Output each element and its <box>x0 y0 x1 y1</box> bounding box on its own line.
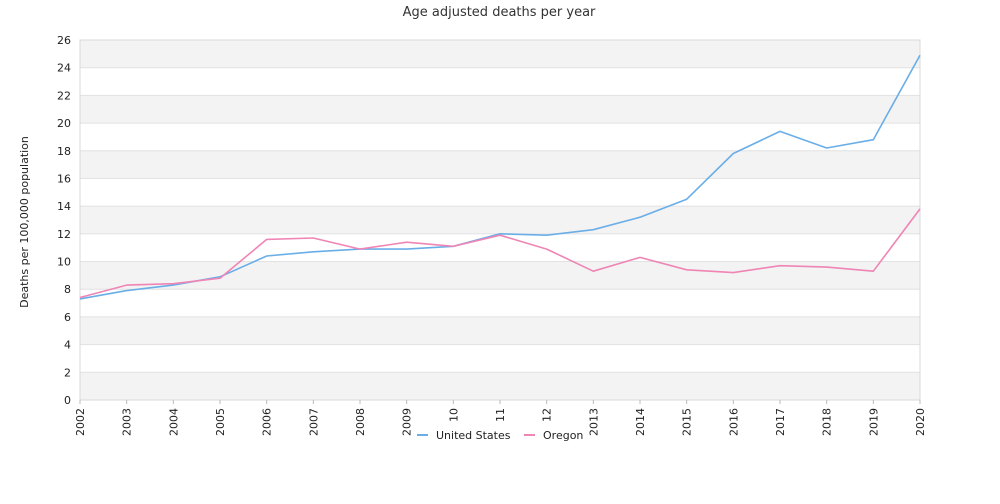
x-tick-label: 2003 <box>121 408 134 436</box>
x-tick-label: 2004 <box>167 408 180 436</box>
y-tick-label: 14 <box>57 200 71 213</box>
x-tick-label: 2007 <box>307 408 320 436</box>
y-tick-label: 26 <box>57 34 71 47</box>
x-tick-label: 2002 <box>74 408 87 436</box>
grid-band <box>80 95 920 124</box>
x-tick-label: 2018 <box>821 408 834 436</box>
x-tick-label: 2005 <box>214 408 227 436</box>
x-tick-label: 2015 <box>681 408 694 436</box>
y-tick-label: 24 <box>57 62 71 75</box>
x-tick-label: 2020 <box>914 408 927 436</box>
y-tick-label: 12 <box>57 228 71 241</box>
y-tick-label: 0 <box>64 394 71 407</box>
x-tick-label: 2019 <box>867 408 880 436</box>
x-tick-label: 2013 <box>587 408 600 436</box>
y-tick-label: 18 <box>57 145 71 158</box>
y-tick-label: 22 <box>57 89 71 102</box>
y-tick-label: 6 <box>64 311 71 324</box>
legend-item[interactable]: United States <box>417 429 511 442</box>
x-tick-label: 2017 <box>774 408 787 436</box>
grid-band <box>80 372 920 400</box>
x-tick-label: 2016 <box>727 408 740 436</box>
y-tick-label: 16 <box>57 172 71 185</box>
series-line-oregon <box>79 208 921 299</box>
x-tick-label: 12 <box>541 408 554 422</box>
y-tick-label: 8 <box>64 283 71 296</box>
y-tick-label: 4 <box>64 339 71 352</box>
x-tick-label: 11 <box>494 408 507 422</box>
legend-label: Oregon <box>543 429 583 442</box>
grid-band <box>80 206 920 234</box>
x-tick-label: 2014 <box>634 408 647 436</box>
x-tick-label: 2008 <box>354 408 367 436</box>
y-axis-label: Deaths per 100,000 population <box>18 136 31 308</box>
legend-label: United States <box>436 429 511 442</box>
grid-band <box>80 150 920 179</box>
x-tick-label: 10 <box>447 408 460 422</box>
x-tick-label: 2009 <box>401 408 414 436</box>
y-tick-label: 10 <box>57 256 71 269</box>
grid-band <box>80 40 920 68</box>
grid-band <box>80 316 920 345</box>
y-tick-label: 20 <box>57 117 71 130</box>
chart-title: Age adjusted deaths per year <box>403 5 596 20</box>
series-line-united-states <box>79 54 921 300</box>
x-tick-label: 2006 <box>261 408 274 436</box>
legend-item[interactable]: Oregon <box>524 429 583 442</box>
y-tick-label: 2 <box>64 366 71 379</box>
